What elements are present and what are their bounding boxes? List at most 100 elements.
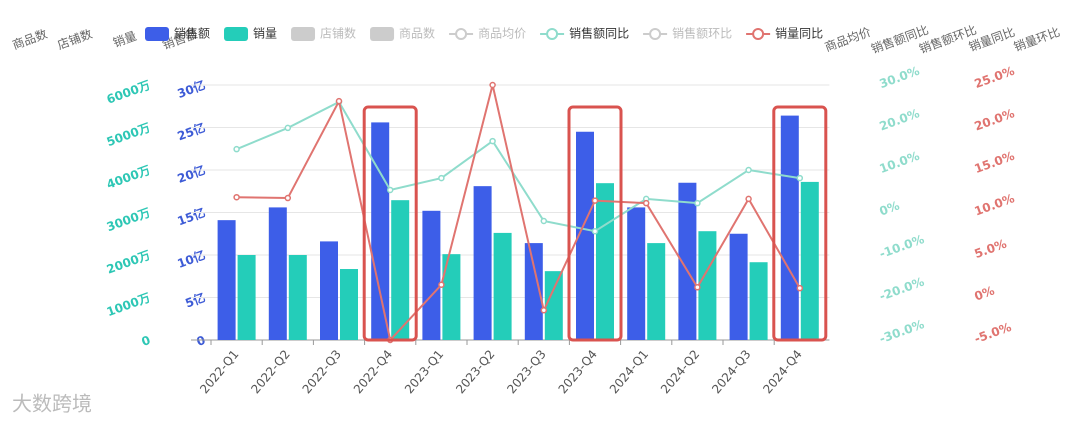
y-tick-label: 2000万 xyxy=(105,248,152,277)
legend-symbol xyxy=(455,28,468,40)
legend-label: 销售额环比 xyxy=(672,26,732,41)
x-tick-label: 2024-Q3 xyxy=(709,347,753,396)
bar xyxy=(473,186,492,340)
line-point xyxy=(284,194,292,202)
legend-label: 店铺数 xyxy=(320,26,356,41)
line-point xyxy=(438,281,445,288)
line-point xyxy=(233,193,240,201)
legend-symbol xyxy=(752,28,765,40)
bar xyxy=(340,269,358,340)
x-tick-label: 2024-Q1 xyxy=(607,347,651,396)
x-tick-label: 2023-Q3 xyxy=(504,347,548,396)
bar xyxy=(391,200,410,340)
x-tick-label: 2022-Q3 xyxy=(300,347,344,396)
y-tick-label: 15亿 xyxy=(175,205,207,229)
line-point xyxy=(489,137,496,145)
line-point xyxy=(540,307,548,314)
line-point xyxy=(745,195,752,203)
y-tick-label: 30亿 xyxy=(175,77,207,101)
axis-name: 销量环比 xyxy=(1012,25,1062,55)
line-point xyxy=(796,284,804,292)
y-tick-label: 5亿 xyxy=(183,290,207,311)
bar xyxy=(678,182,697,340)
line-point xyxy=(284,124,292,132)
legend-item: 销量 xyxy=(224,27,277,41)
y-tick-label: 5.0% xyxy=(972,237,1008,262)
highlight-box xyxy=(567,105,623,342)
y-tick-label: 20亿 xyxy=(175,162,207,186)
bar xyxy=(288,255,307,340)
legend-symbol xyxy=(291,27,316,41)
y-tick-label: 3000万 xyxy=(105,205,152,234)
bar xyxy=(422,210,441,340)
y-tick-label: 0% xyxy=(877,198,901,218)
bar xyxy=(320,241,338,340)
y-tick-label: 0% xyxy=(972,283,996,303)
x-tick-label: 2023-Q2 xyxy=(453,347,497,396)
bar xyxy=(493,232,512,340)
highlight-box xyxy=(772,105,828,342)
y-tick-label: 10.0% xyxy=(877,149,921,176)
x-tick-label: 2022-Q1 xyxy=(197,347,241,396)
y-tick-label: 1000万 xyxy=(105,290,152,319)
bar xyxy=(544,271,563,340)
x-tick-label: 2023-Q4 xyxy=(556,347,600,396)
legend-label: 商品均价 xyxy=(478,26,526,41)
legend-label: 销量 xyxy=(253,27,277,41)
legend-item: 店铺数 xyxy=(291,26,356,41)
bar xyxy=(596,183,614,340)
legend-label: 销量同比 xyxy=(775,27,823,41)
bar xyxy=(800,181,819,340)
line-point xyxy=(335,97,343,105)
line-point xyxy=(233,145,240,153)
legend-symbol xyxy=(546,28,559,40)
line-point xyxy=(386,186,394,194)
x-tick-label: 2022-Q2 xyxy=(248,347,292,396)
y-tick-label: 20.0% xyxy=(972,106,1016,133)
watermark: 大数跨境 xyxy=(12,392,92,416)
legend-label: 销售额 xyxy=(174,26,210,41)
y-tick-label: 4000万 xyxy=(105,163,152,192)
x-tick-label: 2024-Q4 xyxy=(760,347,804,396)
legend-item: 销售额 xyxy=(145,26,210,41)
line-point xyxy=(540,217,548,225)
y-tick-label: 5000万 xyxy=(105,120,152,149)
y-tick-label: 20.0% xyxy=(877,106,921,133)
line-point xyxy=(694,199,701,207)
bar xyxy=(268,207,287,340)
line xyxy=(236,100,800,233)
legend-symbol xyxy=(224,27,249,41)
bar xyxy=(627,207,646,340)
highlight-box xyxy=(362,105,418,342)
axis-name: 销量 xyxy=(111,29,138,50)
axis-name: 商品数 xyxy=(10,26,49,52)
legend-item: 销售额环比 xyxy=(643,26,732,41)
legend-item: 销量同比 xyxy=(746,27,823,41)
legend-label: 销售额同比 xyxy=(569,26,629,41)
line-point xyxy=(489,81,496,89)
y-tick-label: 10.0% xyxy=(972,191,1016,218)
legend-item: 商品均价 xyxy=(449,26,526,41)
x-tick-label: 2022-Q4 xyxy=(351,347,395,396)
line xyxy=(236,84,801,343)
bar xyxy=(524,243,543,340)
line-point xyxy=(591,227,599,235)
bar xyxy=(237,255,256,340)
bar xyxy=(749,262,768,340)
x-tick-label: 2023-Q1 xyxy=(402,347,446,396)
bar xyxy=(576,131,594,340)
legend-item: 销售额同比 xyxy=(540,26,629,41)
legend-symbol xyxy=(370,27,395,41)
bar xyxy=(371,122,390,341)
bar xyxy=(647,243,666,340)
y-tick-label: -30.0% xyxy=(877,317,926,346)
x-tick-label: 2024-Q2 xyxy=(658,347,702,396)
y-tick-label: 0 xyxy=(195,333,208,349)
y-tick-label: 10亿 xyxy=(175,247,207,271)
bar xyxy=(217,220,236,340)
line-point xyxy=(694,284,701,291)
line-point xyxy=(745,166,752,174)
legend-symbol xyxy=(145,27,169,41)
line-point xyxy=(642,199,650,207)
